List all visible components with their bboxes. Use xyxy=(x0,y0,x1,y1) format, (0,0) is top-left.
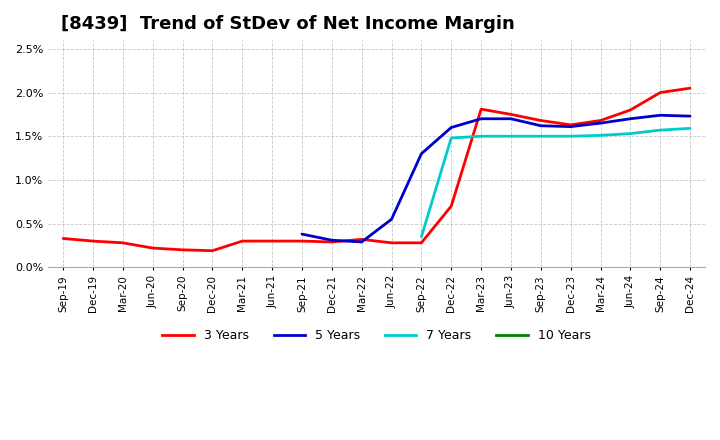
3 Years xyxy=(208,248,217,253)
3 Years xyxy=(626,107,635,113)
3 Years xyxy=(179,247,187,253)
5 Years xyxy=(536,123,545,128)
3 Years xyxy=(417,240,426,246)
5 Years xyxy=(567,124,575,129)
3 Years xyxy=(596,118,605,123)
5 Years xyxy=(626,116,635,121)
7 Years xyxy=(536,134,545,139)
5 Years xyxy=(507,116,516,121)
7 Years xyxy=(685,126,694,131)
5 Years xyxy=(328,238,336,243)
5 Years xyxy=(685,114,694,119)
3 Years xyxy=(477,106,485,112)
7 Years xyxy=(567,134,575,139)
3 Years xyxy=(536,118,545,123)
7 Years xyxy=(507,134,516,139)
Text: [8439]  Trend of StDev of Net Income Margin: [8439] Trend of StDev of Net Income Marg… xyxy=(61,15,515,33)
Legend: 3 Years, 5 Years, 7 Years, 10 Years: 3 Years, 5 Years, 7 Years, 10 Years xyxy=(158,324,595,348)
3 Years xyxy=(89,238,97,244)
Line: 5 Years: 5 Years xyxy=(302,115,690,242)
3 Years xyxy=(685,85,694,91)
7 Years xyxy=(417,234,426,239)
3 Years xyxy=(268,238,276,244)
5 Years xyxy=(656,113,665,118)
Line: 7 Years: 7 Years xyxy=(421,128,690,237)
3 Years xyxy=(119,240,127,246)
7 Years xyxy=(626,131,635,136)
3 Years xyxy=(507,112,516,117)
5 Years xyxy=(417,151,426,156)
5 Years xyxy=(596,121,605,126)
3 Years xyxy=(148,246,157,251)
3 Years xyxy=(387,240,396,246)
3 Years xyxy=(297,238,306,244)
3 Years xyxy=(567,122,575,128)
7 Years xyxy=(477,134,485,139)
7 Years xyxy=(596,133,605,138)
3 Years xyxy=(59,236,68,241)
5 Years xyxy=(447,125,456,130)
5 Years xyxy=(477,116,485,121)
5 Years xyxy=(297,231,306,237)
5 Years xyxy=(357,239,366,245)
7 Years xyxy=(656,128,665,133)
Line: 3 Years: 3 Years xyxy=(63,88,690,251)
3 Years xyxy=(238,238,246,244)
3 Years xyxy=(357,237,366,242)
3 Years xyxy=(328,239,336,245)
7 Years xyxy=(447,136,456,141)
3 Years xyxy=(447,203,456,209)
5 Years xyxy=(387,216,396,222)
3 Years xyxy=(656,90,665,95)
